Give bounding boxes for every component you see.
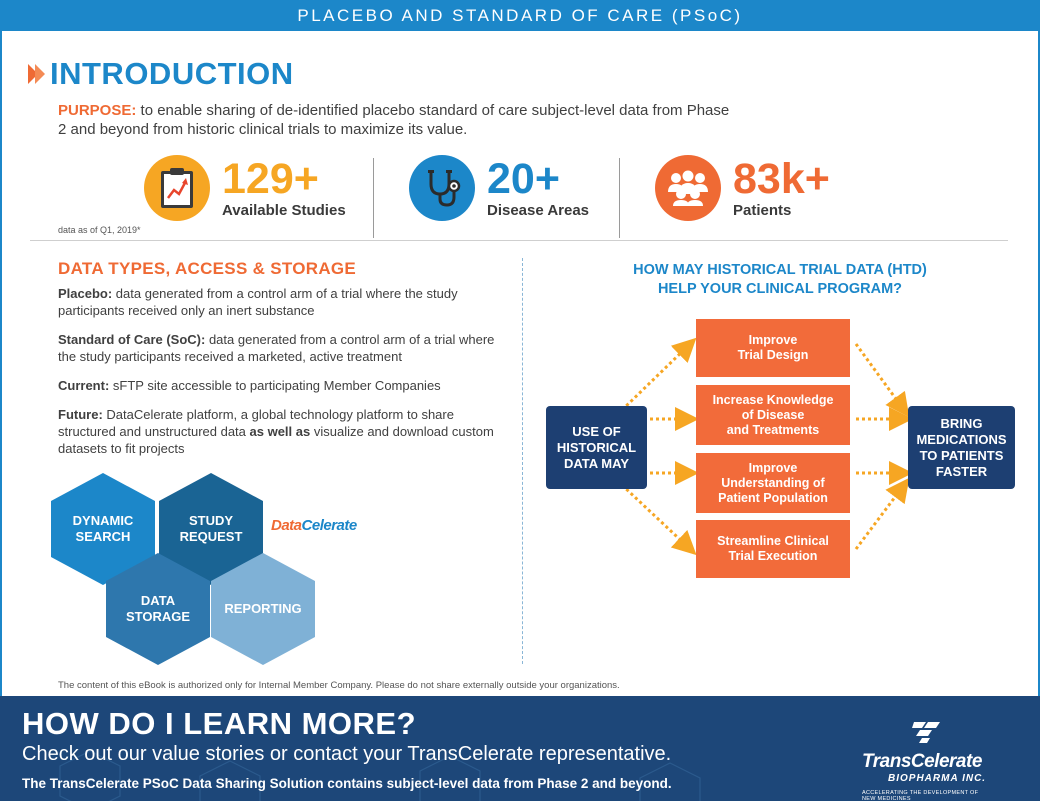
stats-note: data as of Q1, 2019*	[58, 225, 141, 235]
double-chevron-icon	[28, 64, 45, 84]
box-line: DATA MAY	[564, 455, 629, 471]
future-text: DataCelerate platform, a global technolo…	[58, 407, 454, 439]
htd-heading-line: HOW MAY HISTORICAL TRIAL DATA (HTD)	[633, 262, 927, 278]
logo-part: Data	[271, 517, 302, 534]
stat-value: 20+	[487, 154, 560, 203]
purpose-text: to enable sharing of de-identified place…	[58, 102, 730, 138]
stat-value: 83k+	[733, 154, 830, 203]
stat-studies: 129+ Available Studies	[144, 154, 346, 222]
purpose-statement: PURPOSE: to enable sharing of de-identif…	[58, 101, 738, 139]
intro-title: INTRODUCTION	[50, 56, 294, 91]
htd-heading-line: HELP YOUR CLINICAL PROGRAM?	[657, 281, 903, 297]
benefit-line: and Treatments	[726, 422, 820, 437]
transcelerate-mark-icon	[912, 722, 940, 743]
hex-label: DYNAMIC	[72, 513, 134, 528]
hex-label: REQUEST	[179, 529, 243, 544]
benefit-improve-understanding: Improve Understanding of Patient Populatio…	[696, 453, 850, 513]
footer-banner: HOW DO I LEARN MORE? Check out our value…	[0, 696, 1040, 801]
stat-label: Disease Areas	[487, 201, 590, 219]
future-label: Future:	[58, 407, 103, 422]
box-line: HISTORICAL	[556, 439, 637, 455]
stat-diseases: 20+ Disease Areas	[409, 154, 589, 222]
intro-heading: INTRODUCTION	[28, 56, 294, 92]
stethoscope-icon	[409, 155, 475, 221]
logo-sub: BIOPHARMA INC.	[888, 773, 987, 784]
clipboard-chart-icon	[144, 155, 210, 221]
stat-patients: 83k+ Patients	[655, 154, 830, 222]
benefit-increase-knowledge: Increase Knowledge of Disease and Treatmen…	[696, 385, 850, 445]
htd-heading: HOW MAY HISTORICAL TRIAL DATA (HTD) HELP…	[560, 261, 1000, 299]
benefit-line: Patient Population	[718, 490, 828, 505]
use-of-htd-box: USE OF HISTORICAL DATA MAY	[546, 406, 647, 489]
benefit-streamline-execution: Streamline Clinical Trial Execution	[696, 520, 850, 578]
stat-label: Patients	[733, 201, 792, 219]
hex-data-storage: DATA STORAGE	[106, 553, 210, 665]
stat-value: 129+	[222, 154, 319, 203]
soc-text: data generated from a control arm of a t…	[58, 332, 495, 364]
soc-paragraph: Standard of Care (SoC): data generated f…	[58, 331, 508, 365]
datacelerate-logo: DataCelerate	[271, 517, 357, 534]
box-line: FASTER	[935, 463, 988, 479]
footer-title: HOW DO I LEARN MORE?	[22, 706, 417, 741]
content-frame	[0, 31, 1040, 696]
current-label: Current:	[58, 378, 110, 393]
current-paragraph: Current: sFTP site accessible to partici…	[58, 377, 508, 394]
data-types-heading: DATA TYPES, ACCESS & STORAGE	[58, 259, 357, 278]
data-types-body: Placebo: data generated from a control a…	[58, 285, 508, 469]
transcelerate-logo: TransCelerate BIOPHARMA INC. ACCELERATIN…	[862, 720, 992, 801]
future-bold: as well as	[249, 424, 311, 439]
hex-label: REPORTING	[224, 601, 302, 616]
column-divider	[522, 258, 523, 664]
box-line: BRING	[940, 415, 983, 431]
benefit-line: Improve	[748, 333, 798, 347]
soc-label: Standard of Care (SoC):	[58, 332, 206, 347]
benefit-line: Trial Execution	[728, 549, 818, 563]
benefit-line: Streamline Clinical	[717, 534, 829, 548]
logo-tagline: ACCELERATING THE DEVELOPMENT OF NEW MEDI…	[862, 790, 979, 801]
hex-label: STUDY	[188, 513, 234, 528]
footer-note: The TransCelerate PSoC Data Sharing Solu…	[22, 776, 672, 791]
placebo-text: data generated from a control arm of a t…	[58, 286, 458, 318]
benefit-line: of Disease	[741, 407, 805, 422]
divider	[373, 158, 374, 238]
section-divider	[30, 240, 1008, 241]
hex-label: DATA	[140, 593, 176, 608]
box-line: TO PATIENTS	[919, 447, 1004, 463]
box-line: USE OF	[572, 423, 621, 439]
hex-label: SEARCH	[75, 529, 131, 544]
placebo-paragraph: Placebo: data generated from a control a…	[58, 285, 508, 319]
logo-part: Celerate	[301, 517, 358, 534]
divider	[619, 158, 620, 238]
hexagon-pattern	[59, 750, 701, 801]
stat-label: Available Studies	[222, 201, 346, 219]
header-title-bar: PLACEBO AND STANDARD OF CARE (PSoC)	[0, 0, 1040, 31]
benefit-line: Understanding of	[721, 475, 825, 490]
benefit-line: Improve	[748, 460, 798, 475]
future-paragraph: Future: DataCelerate platform, a global …	[58, 406, 508, 457]
people-group-icon	[655, 155, 721, 221]
header-title: PLACEBO AND STANDARD OF CARE (PSoC)	[297, 6, 743, 25]
box-line: MEDICATIONS	[916, 431, 1007, 447]
benefit-line: Trial Design	[737, 348, 809, 362]
benefit-improve-trial-design: Improve Trial Design	[696, 319, 850, 377]
logo-name: TransCelerate	[862, 751, 982, 772]
future-text-end: visualize and download custom datasets t…	[58, 424, 494, 456]
placebo-label: Placebo:	[58, 286, 113, 301]
purpose-label: PURPOSE:	[58, 102, 137, 119]
hex-reporting: REPORTING	[211, 553, 315, 665]
benefit-line: Increase Knowledge	[712, 392, 834, 407]
disclaimer: The content of this eBook is authorized …	[58, 680, 620, 691]
current-text: sFTP site accessible to participating Me…	[109, 378, 441, 393]
bring-medications-box: BRING MEDICATIONS TO PATIENTS FASTER	[908, 406, 1015, 489]
hex-label: STORAGE	[125, 609, 191, 624]
footer-subtitle: Check out our value stories or contact y…	[22, 743, 672, 765]
